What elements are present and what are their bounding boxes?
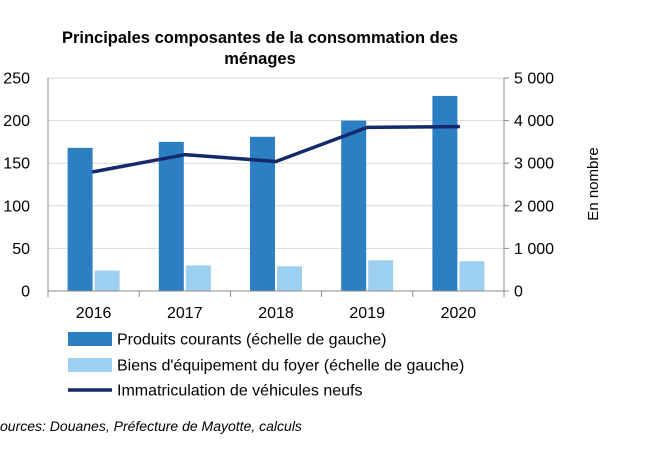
- bar-biens-equipement: [277, 266, 302, 291]
- left-tick-label: 250: [3, 71, 30, 88]
- legend-swatch-biens-equipement: [68, 358, 112, 372]
- bar-biens-equipement: [185, 265, 211, 291]
- bar-biens-equipement: [368, 260, 394, 291]
- legend-label-produits-courants: Produits courants (échelle de gauche): [117, 332, 387, 349]
- bar-biens-equipement: [459, 261, 485, 291]
- source-note: ources: Douanes, Préfecture de Mayotte, …: [0, 418, 302, 434]
- right-tick-label: 3 000: [514, 156, 554, 173]
- bar-biens-equipement: [94, 270, 120, 291]
- chart-title-line-1: Principales composantes de la consommati…: [61, 29, 459, 47]
- right-tick-label: 0: [514, 284, 523, 301]
- chart-title: Principales composantes de la consommati…: [0, 28, 520, 70]
- right-tick-label: 4 000: [514, 113, 554, 130]
- chart-title-line-2: ménages: [224, 50, 296, 68]
- left-tick-label: 200: [3, 113, 30, 130]
- right-tick-label: 5 000: [514, 71, 554, 88]
- legend-label-immatriculation: Immatriculation de véhicules neufs: [117, 383, 362, 400]
- x-tick-label: 2019: [349, 305, 385, 322]
- bar-produits-courants: [341, 120, 367, 291]
- left-tick-label: 50: [12, 241, 30, 258]
- right-axis-label: En nombre: [585, 147, 602, 220]
- line-immatriculation: [91, 124, 461, 174]
- right-tick-label: 1 000: [514, 241, 554, 258]
- x-tick-label: 2018: [258, 305, 294, 322]
- legend-label-biens-equipement: Biens d'équipement du foyer (échelle de …: [117, 358, 464, 375]
- legend-swatch-produits-courants: [68, 332, 112, 346]
- bar-produits-courants: [67, 147, 93, 291]
- bar-produits-courants: [158, 141, 184, 291]
- right-tick-label: 2 000: [514, 198, 554, 215]
- x-tick-label: 2017: [167, 305, 203, 322]
- left-tick-label: 150: [3, 156, 30, 173]
- x-tick-label: 2016: [76, 305, 112, 322]
- x-tick-label: 2020: [441, 305, 477, 322]
- left-tick-label: 100: [3, 198, 30, 215]
- left-tick-label: 0: [21, 284, 30, 301]
